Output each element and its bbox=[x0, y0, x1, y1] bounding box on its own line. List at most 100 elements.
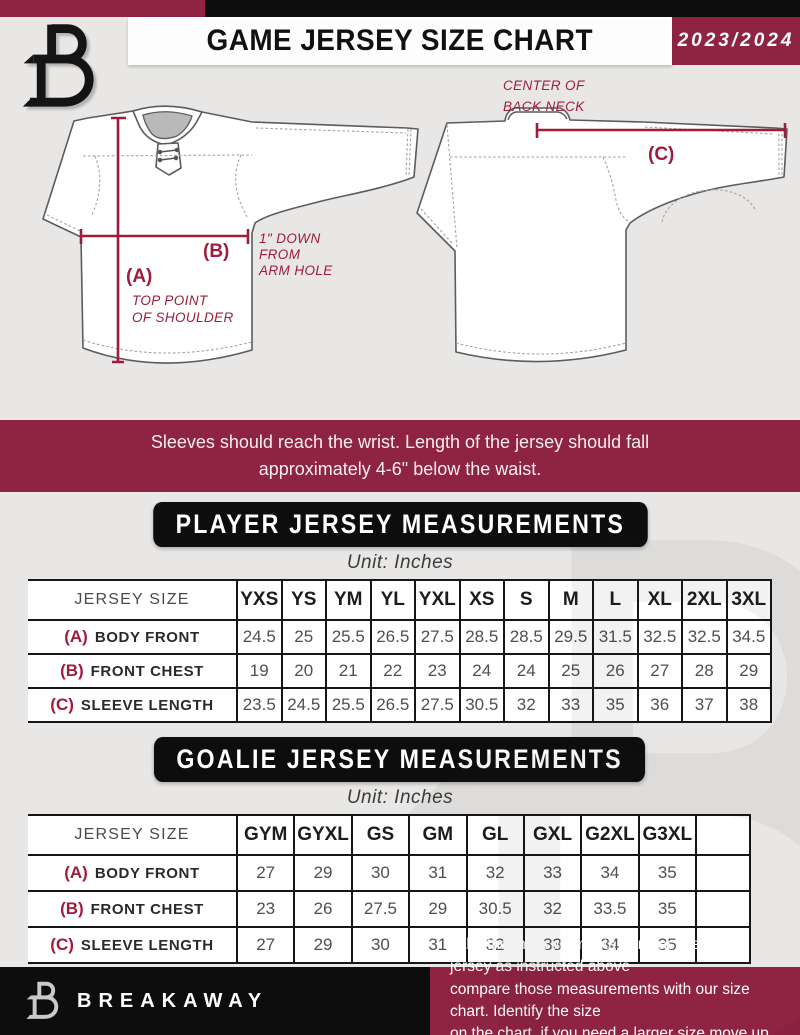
footer-line-3: on the chart, if you need a larger size … bbox=[450, 1025, 769, 1035]
notice-line-2: approximately 4-6" below the waist. bbox=[258, 459, 542, 479]
row-key: (B) bbox=[60, 899, 84, 918]
footer-brand-block: BREAKAWAY bbox=[0, 967, 430, 1035]
measurement-cell bbox=[695, 890, 751, 928]
measurement-cell: 28.5 bbox=[503, 619, 549, 655]
measurement-cell: 33 bbox=[522, 854, 582, 892]
footer: BREAKAWAY Take the measurements from las… bbox=[0, 936, 800, 1035]
back-jersey-diagram bbox=[416, 107, 788, 363]
measurement-cell: 28.5 bbox=[458, 619, 504, 655]
measurement-cell: 32 bbox=[465, 854, 524, 892]
measurement-line-c: (C) CENTER OF BACK NECK bbox=[503, 78, 787, 165]
measurement-cell: 24.5 bbox=[236, 619, 282, 655]
measurement-cell: 32 bbox=[522, 890, 582, 928]
measurement-cell: 35 bbox=[592, 687, 638, 723]
measurement-cell: 23.5 bbox=[236, 687, 282, 723]
measurement-cell: 26 bbox=[293, 890, 352, 928]
measurement-cell: 27.5 bbox=[414, 687, 460, 723]
goalie-unit-label: Unit: Inches bbox=[346, 787, 454, 808]
footer-brand-name: BREAKAWAY bbox=[77, 989, 269, 1012]
breakaway-b-logo-icon bbox=[22, 21, 102, 113]
column-header: YS bbox=[280, 579, 326, 621]
column-header: 2XL bbox=[681, 579, 727, 621]
player-section-title: PLAYER JERSEY MEASUREMENTS bbox=[175, 509, 625, 539]
row-label: (C) SLEEVE LENGTH bbox=[28, 687, 237, 723]
label-c-desc-2: BACK NECK bbox=[503, 99, 585, 114]
column-header: L bbox=[592, 579, 638, 621]
row-label: (B) FRONT CHEST bbox=[28, 890, 237, 928]
column-header: G3XL bbox=[637, 814, 696, 856]
player-banner-pill: PLAYER JERSEY MEASUREMENTS bbox=[152, 502, 648, 547]
measurement-cell: 25 bbox=[547, 653, 593, 689]
player-size-table: JERSEY SIZE YXS YS YM YL YXL XS S M L XL 2XL 3XL (A) B… bbox=[28, 579, 772, 723]
row-name: FRONT CHEST bbox=[90, 901, 204, 918]
row-name: SLEEVE LENGTH bbox=[80, 937, 214, 954]
column-header: GL bbox=[465, 814, 524, 856]
label-b-desc-2: FROM bbox=[259, 247, 301, 262]
column-header: GXL bbox=[522, 814, 582, 856]
measurement-cell: 32.5 bbox=[636, 619, 682, 655]
measurement-cell: 23 bbox=[414, 653, 460, 689]
measurement-cell: 37 bbox=[681, 687, 727, 723]
table-row: (B) FRONT CHEST 19 20 21 22 23 24 24 25 26 27 28 29 bbox=[28, 653, 772, 689]
fit-notice-banner: Sleeves should reach the wrist. Length o… bbox=[0, 420, 800, 492]
top-strip-black bbox=[205, 0, 800, 17]
measurement-cell: 36 bbox=[636, 687, 682, 723]
table-header-row: JERSEY SIZE GYM GYXL GS GM GL GXL G2XL G3XL bbox=[28, 814, 751, 856]
measurement-cell: 29 bbox=[725, 653, 772, 689]
breakaway-b-footer-logo-icon bbox=[26, 980, 62, 1022]
measurement-cell: 33 bbox=[547, 687, 593, 723]
column-header: GYM bbox=[235, 814, 295, 856]
table-row: (A) BODY FRONT 24.5 25 25.5 26.5 27.5 28.5 28.5 2… bbox=[28, 619, 772, 655]
row-name: SLEEVE LENGTH bbox=[80, 697, 214, 714]
measurement-cell: 38 bbox=[725, 687, 772, 723]
measurement-cell: 28 bbox=[681, 653, 727, 689]
measurement-cell: 20 bbox=[280, 653, 326, 689]
measurement-cell: 34.5 bbox=[725, 619, 772, 655]
row-key: (C) bbox=[50, 935, 74, 954]
measurement-cell: 29 bbox=[293, 926, 352, 964]
measurement-cell: 27.5 bbox=[414, 619, 460, 655]
column-header: GYXL bbox=[293, 814, 352, 856]
measurement-cell: 24 bbox=[503, 653, 549, 689]
table-corner-label: JERSEY SIZE bbox=[28, 579, 237, 621]
column-header: G2XL bbox=[580, 814, 639, 856]
measurement-cell: 29 bbox=[408, 890, 467, 928]
measurement-cell: 35 bbox=[637, 890, 696, 928]
header: GAME JERSEY SIZE CHART 2023/2024 bbox=[0, 17, 800, 65]
title-bar: GAME JERSEY SIZE CHART bbox=[128, 17, 672, 65]
measurement-cell bbox=[695, 854, 751, 892]
footer-line-2: compare those measurements with our size… bbox=[450, 980, 750, 1020]
row-name: BODY FRONT bbox=[94, 865, 200, 882]
measurement-cell: 33.5 bbox=[580, 890, 639, 928]
column-header: M bbox=[547, 579, 593, 621]
season-box: 2023/2024 bbox=[672, 17, 800, 65]
measurement-cell: 30.5 bbox=[458, 687, 504, 723]
row-label: (C) SLEEVE LENGTH bbox=[28, 926, 237, 964]
page-title: GAME JERSEY SIZE CHART bbox=[206, 24, 594, 57]
player-unit-label: Unit: Inches bbox=[346, 552, 454, 573]
row-label: (A) BODY FRONT bbox=[28, 619, 237, 655]
top-accent-strip bbox=[0, 0, 800, 17]
measurement-cell: 27 bbox=[235, 926, 295, 964]
season-label: 2023/2024 bbox=[677, 30, 795, 51]
measurement-cell: 27 bbox=[636, 653, 682, 689]
table-corner-label: JERSEY SIZE bbox=[28, 814, 237, 856]
table-row: (A) BODY FRONT 27 29 30 31 32 33 34 35 bbox=[28, 854, 751, 892]
column-header bbox=[695, 814, 751, 856]
measurement-cell: 24.5 bbox=[280, 687, 326, 723]
measurement-cell: 24 bbox=[458, 653, 504, 689]
column-header: S bbox=[503, 579, 549, 621]
measurement-cell: 31 bbox=[408, 854, 467, 892]
goalie-banner-pill: GOALIE JERSEY MEASUREMENTS bbox=[154, 737, 646, 782]
column-header: 3XL bbox=[725, 579, 772, 621]
measurement-line-a: (A) TOP POINT OF SHOULDER bbox=[111, 116, 233, 364]
footer-instructions-block: Take the measurements from last seasons … bbox=[430, 936, 800, 1035]
measurement-cell: 25.5 bbox=[325, 619, 371, 655]
column-header: YL bbox=[369, 579, 415, 621]
column-header: XS bbox=[458, 579, 504, 621]
goalie-section-banner: GOALIE JERSEY MEASUREMENTS bbox=[0, 737, 800, 782]
label-c-desc-1: CENTER OF bbox=[503, 78, 585, 93]
measurement-cell: 30.5 bbox=[465, 890, 524, 928]
footer-line-1: Take the measurements from last seasons … bbox=[450, 935, 742, 976]
